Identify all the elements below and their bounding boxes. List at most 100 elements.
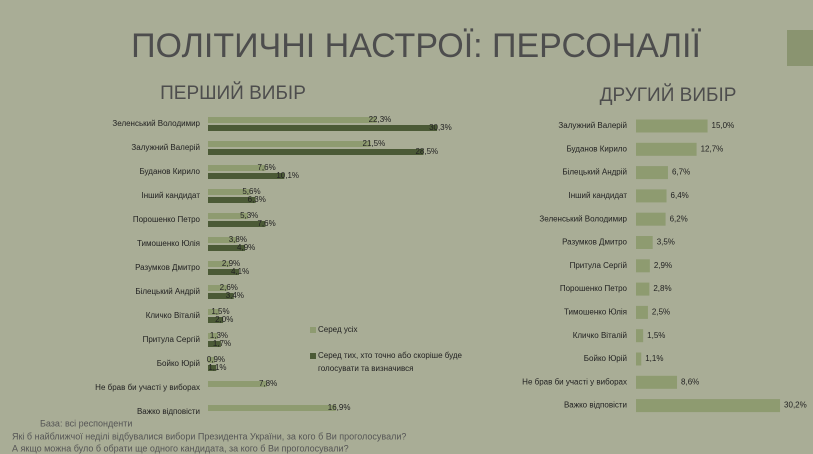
legend-swatch	[310, 327, 316, 333]
bar	[208, 245, 246, 251]
bar	[208, 189, 251, 195]
bar	[636, 399, 781, 413]
category-label: Не брав би участі у виборах	[522, 377, 627, 386]
value-label: 30,3%	[429, 123, 452, 132]
bar	[636, 189, 667, 203]
bar	[636, 166, 668, 180]
value-label: 3,8%	[229, 235, 247, 244]
category-label: Зеленський Володимир	[112, 119, 200, 128]
bar	[208, 125, 438, 131]
value-label: 21,5%	[363, 139, 386, 148]
value-label: 30,2%	[784, 401, 807, 410]
legend-entry: Серед тих, хто точно або скоріше буде го…	[318, 351, 462, 373]
value-label: 2,9%	[654, 261, 672, 270]
bar	[208, 117, 377, 123]
value-label: 2,9%	[222, 259, 240, 268]
value-label: 8,6%	[681, 377, 699, 386]
bar	[208, 293, 234, 299]
category-label: Не брав би участі у виборах	[95, 383, 200, 392]
bar	[208, 221, 266, 227]
bar	[636, 119, 708, 133]
bar	[208, 317, 224, 323]
category-label: Порошенко Петро	[133, 215, 201, 224]
category-label: Інший кандидат	[568, 191, 627, 200]
bar	[636, 212, 666, 226]
bar	[636, 259, 650, 273]
category-label: Білецький Андрій	[562, 168, 627, 177]
legend-entry: Серед усіх	[318, 325, 358, 334]
value-label: 3,4%	[226, 291, 244, 300]
bar	[208, 309, 220, 315]
value-label: 1,7%	[213, 339, 231, 348]
value-label: 2,6%	[220, 283, 238, 292]
bar	[208, 165, 266, 171]
value-label: 5,6%	[242, 187, 260, 196]
category-label: Важко відповісти	[564, 401, 627, 410]
value-label: 7,6%	[257, 219, 275, 228]
legend-label: Серед тих, хто точно або скоріше буде го…	[318, 351, 462, 373]
value-label: 2,0%	[215, 315, 233, 324]
bar	[208, 237, 237, 243]
category-label: Разумков Дмитро	[562, 238, 627, 247]
bar	[208, 333, 218, 339]
legend-swatch	[310, 353, 316, 359]
value-label: 5,3%	[240, 211, 258, 220]
value-label: 7,8%	[259, 379, 277, 388]
value-label: 1,3%	[210, 331, 228, 340]
bar	[636, 236, 653, 249]
category-label: Тимошенко Юлія	[564, 308, 627, 317]
category-label: Бойко Юрій	[584, 354, 627, 363]
bar	[636, 352, 642, 366]
chart-title: ДРУГИЙ ВИБІР	[600, 84, 737, 106]
bar	[208, 381, 267, 387]
value-label: 10,1%	[276, 171, 299, 180]
bar	[208, 173, 285, 179]
value-label: 16,9%	[328, 403, 351, 412]
category-label: Порошенко Петро	[560, 284, 628, 293]
value-label: 4,1%	[231, 267, 249, 276]
category-label: Залужний Валерій	[131, 143, 200, 152]
note: Які б найближчої неділі відбувалися вибо…	[12, 431, 406, 441]
bar	[208, 357, 215, 363]
bar	[208, 285, 228, 291]
category-label: Буданов Кирило	[139, 167, 200, 176]
decor	[787, 30, 813, 66]
bar	[636, 305, 648, 319]
category-label: Залужний Валерій	[558, 121, 627, 130]
chart-title: ПЕРШИЙ ВИБІР	[160, 82, 306, 104]
value-label: 1,5%	[647, 331, 665, 340]
value-label: 22,3%	[369, 115, 392, 124]
bar	[208, 213, 249, 219]
category-label: Притула Сергій	[143, 335, 200, 344]
bar	[208, 365, 217, 371]
value-label: 1,1%	[208, 363, 226, 372]
bar	[208, 341, 221, 347]
bar	[636, 282, 650, 296]
bar	[636, 375, 678, 389]
value-label: 2,8%	[653, 284, 671, 293]
category-label: Інший кандидат	[141, 191, 200, 200]
bar	[208, 261, 230, 267]
bar	[208, 149, 424, 155]
bar	[208, 197, 256, 203]
legend-label: Серед усіх	[318, 325, 358, 334]
bar	[636, 329, 644, 343]
value-label: 6,7%	[672, 168, 690, 177]
bar	[208, 269, 239, 275]
note: А якщо можна було б обрати ще одного кан…	[12, 443, 349, 453]
value-label: 6,2%	[670, 214, 688, 223]
category-label: Кличко Віталій	[146, 311, 200, 320]
value-label: 6,3%	[248, 195, 266, 204]
category-label: Разумков Дмитро	[135, 263, 200, 272]
note: База: всі респонденти	[40, 418, 132, 428]
value-label: 0,9%	[207, 355, 225, 364]
value-label: 7,6%	[257, 163, 275, 172]
value-label: 2,5%	[652, 308, 670, 317]
value-label: 12,7%	[701, 144, 724, 153]
category-label: Притула Сергій	[570, 261, 627, 270]
value-label: 28,5%	[415, 147, 438, 156]
category-label: Зеленський Володимир	[539, 214, 627, 223]
value-label: 15,0%	[712, 121, 735, 130]
value-label: 1,1%	[645, 354, 663, 363]
